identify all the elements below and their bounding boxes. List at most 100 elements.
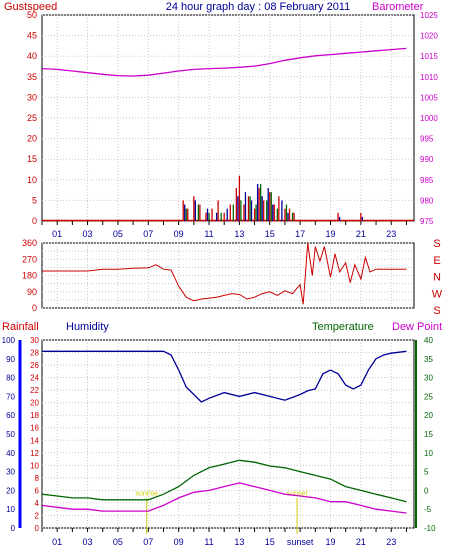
x-tick-label: 21 [356,229,366,239]
x-tick-label: 15 [265,537,275,547]
barometer-label: Barometer [372,1,424,13]
rain-tick-label: 16 [30,424,39,433]
y-right-tick-label: 1005 [420,93,438,102]
x-tick-label: 05 [113,537,123,547]
humidity-temperature-panel: 0246810121416182022242628300102030405060… [2,336,436,547]
compass-letter: S [433,238,440,250]
y-left-tick-label: 0 [32,216,37,226]
compass-letter: N [433,272,441,284]
gustspeed-label: Gustspeed [4,1,57,13]
y-right-tick-label: 1025 [420,11,438,20]
rain-tick-label: 18 [30,411,39,420]
rain-tick-label: 4 [35,499,40,508]
x-tick-label: 09 [174,537,184,547]
temp-tick-label: 30 [424,374,433,383]
y-left-tick-label: 35 [27,72,37,82]
rain-tick-label: 2 [35,511,40,520]
temp-tick-label: 5 [424,468,429,477]
temp-tick-label: 0 [424,486,429,495]
humidity-tick-label: 70 [6,392,15,401]
humidity-tick-label: 90 [6,355,15,364]
dew-point-line [41,482,407,514]
barometer-line [41,47,407,77]
temperature-line [41,459,407,503]
humidity-tick-label: 50 [6,430,15,439]
y-right-tick-label: 1000 [420,114,438,123]
y-right-tick-label: 1020 [420,32,438,41]
x-tick-label: 19 [325,229,335,239]
temperature-label: Temperature [312,321,374,333]
rain-tick-label: 28 [30,349,39,358]
y-tick-label: 0 [32,303,37,313]
compass-letter: E [433,255,440,267]
y-tick-label: 360 [22,238,37,248]
rain-tick-label: 30 [30,336,39,345]
x-tick-label: 15 [265,229,275,239]
x-tick-label: 17 [295,229,305,239]
x-tick-label: 13 [234,229,244,239]
gust-barometer-panel: 0510152025303540455097598098599099510001… [27,10,438,239]
y-tick-label: 180 [22,271,37,281]
wind-direction-line [42,242,407,305]
temp-tick-label: 20 [424,411,433,420]
rain-tick-label: 26 [30,361,39,370]
x-tick-label: 07 [143,229,153,239]
sun-marker-label: sunset [287,490,308,497]
y-right-tick-label: 990 [420,155,434,164]
plot-frame [41,339,415,529]
rain-tick-label: 20 [30,399,39,408]
compass-letter: S [433,305,440,317]
x-tick-label: 01 [52,229,62,239]
y-right-tick-label: 975 [420,217,434,226]
y-right-tick-label: 1015 [420,52,438,61]
rain-tick-label: 0 [35,524,40,533]
y-tick-label: 270 [22,254,37,264]
rain-tick-label: 8 [35,474,40,483]
y-right-tick-label: 985 [420,176,434,185]
y-right-tick-label: 980 [420,196,434,205]
rain-tick-label: 12 [30,449,39,458]
temp-tick-label: 25 [424,392,433,401]
x-tick-label: 19 [325,537,335,547]
y-left-tick-label: 20 [27,134,37,144]
y-left-tick-label: 45 [27,31,37,41]
humidity-tick-label: 20 [6,486,15,495]
y-left-tick-label: 10 [27,175,37,185]
temp-tick-label: 35 [424,355,433,364]
temp-tick-label: 40 [424,336,433,345]
humidity-tick-label: 60 [6,411,15,420]
temp-tick-label: -5 [424,505,432,514]
y-tick-label: 90 [27,287,37,297]
rain-tick-label: 10 [30,461,39,470]
rainfall-label: Rainfall [2,321,39,333]
x-tick-label: sunset [287,537,314,547]
humidity-tick-label: 40 [6,449,15,458]
humidity-label: Humidity [66,321,109,333]
y-right-tick-label: 995 [420,135,434,144]
temp-tick-label: -10 [424,524,436,533]
x-tick-label: 11 [204,537,213,547]
dewpoint-label: Dew Point [392,321,442,333]
y-left-tick-label: 50 [27,10,37,20]
x-tick-label: 09 [174,229,184,239]
x-tick-label: 13 [234,537,244,547]
x-tick-label: 03 [83,537,93,547]
rain-tick-label: 24 [30,374,39,383]
x-tick-label: 23 [386,229,396,239]
temp-tick-label: 10 [424,449,433,458]
x-tick-label: 11 [204,229,213,239]
y-left-tick-label: 40 [27,51,37,61]
y-right-tick-label: 1010 [420,73,438,82]
y-left-tick-label: 15 [27,154,37,164]
rain-tick-label: 22 [30,386,39,395]
y-left-tick-label: 30 [27,92,37,102]
rain-tick-label: 6 [35,486,40,495]
humidity-tick-label: 0 [11,524,16,533]
y-left-tick-label: 25 [27,113,37,123]
rain-tick-label: 14 [30,436,39,445]
y-left-tick-label: 5 [32,195,37,205]
x-tick-label: 03 [83,229,93,239]
x-tick-label: 21 [356,537,366,547]
